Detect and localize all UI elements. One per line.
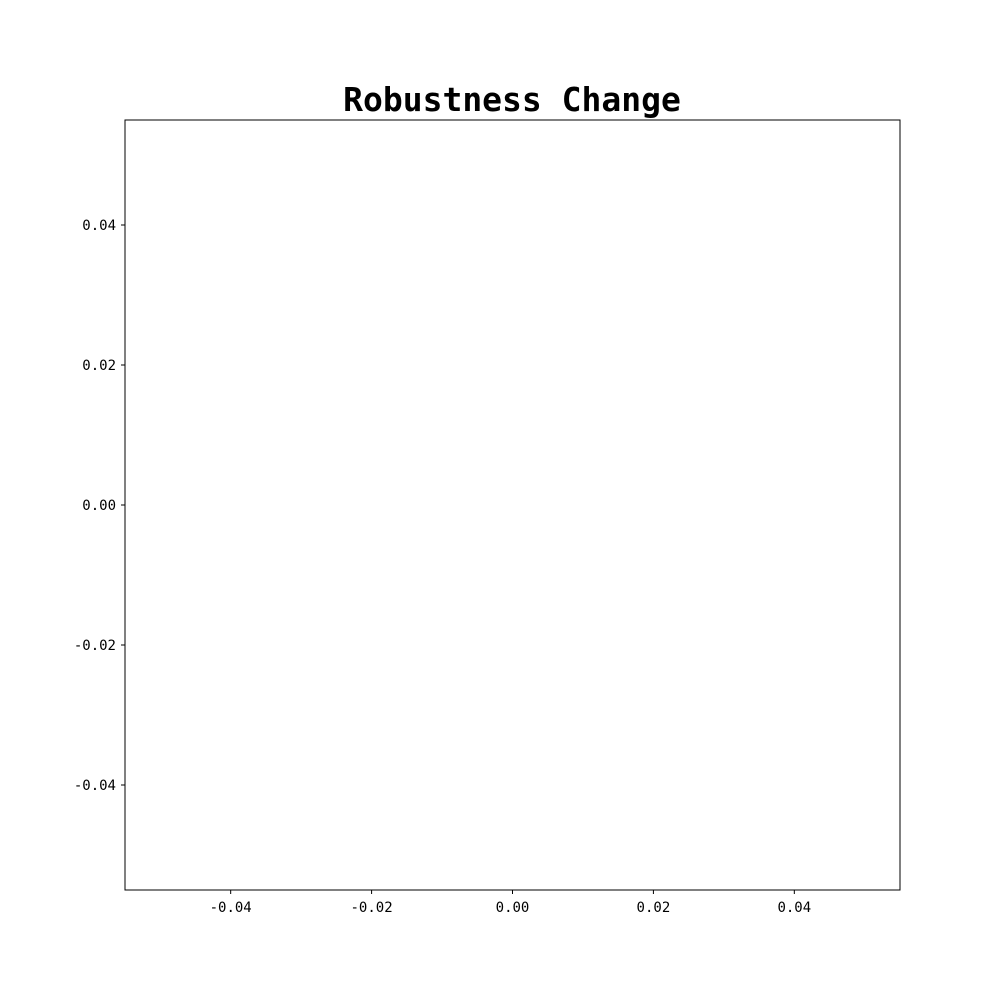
x-tick-label: 0.02 <box>637 900 671 916</box>
x-tick-label: -0.04 <box>210 900 252 916</box>
y-tick-label: -0.04 <box>74 778 116 794</box>
chart-title: Robustness Change <box>343 80 681 119</box>
y-tick-label: 0.02 <box>82 358 116 374</box>
y-tick-label: 0.00 <box>82 498 116 514</box>
y-axis: 0.04 0.02 0.00 -0.02 -0.04 <box>74 218 125 794</box>
y-tick-label: 0.04 <box>82 218 116 234</box>
x-axis: -0.04 -0.02 0.00 0.02 0.04 <box>210 890 811 916</box>
x-tick-label: 0.04 <box>777 900 811 916</box>
y-tick-label: -0.02 <box>74 638 116 654</box>
x-tick-label: -0.02 <box>351 900 393 916</box>
x-tick-label: 0.00 <box>496 900 530 916</box>
plot-area <box>124 119 901 891</box>
